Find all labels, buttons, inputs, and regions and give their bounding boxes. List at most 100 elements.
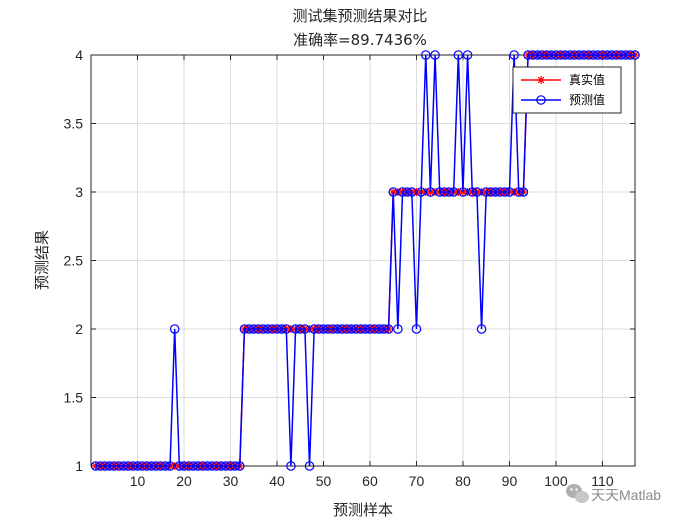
data-point [369, 324, 380, 334]
data-point [448, 187, 459, 197]
data-point [579, 50, 589, 60]
data-point [160, 461, 171, 471]
data-point [211, 461, 222, 471]
data-point [388, 187, 399, 197]
data-point [504, 187, 515, 197]
data-point [109, 461, 120, 471]
data-point [183, 461, 194, 471]
data-point [95, 461, 106, 471]
data-point [458, 187, 468, 197]
data-point [513, 187, 524, 197]
data-point [602, 50, 612, 60]
data-point [216, 461, 226, 471]
data-point [174, 461, 185, 471]
data-point [165, 461, 175, 471]
x-tick-label: 60 [362, 473, 378, 489]
data-point [616, 50, 626, 60]
data-point [509, 50, 519, 60]
data-point [151, 461, 161, 471]
data-point [430, 50, 440, 60]
y-tick-label: 4 [75, 47, 83, 63]
data-point [574, 50, 585, 60]
data-point [202, 461, 213, 471]
data-point [253, 324, 264, 334]
data-point [434, 187, 445, 197]
y-tick-label: 3.5 [64, 116, 84, 132]
data-point [267, 324, 278, 334]
data-point [346, 324, 357, 334]
data-point [495, 187, 505, 197]
data-point [355, 324, 366, 334]
x-tick-label: 10 [130, 473, 146, 489]
data-point [402, 187, 412, 197]
data-point [383, 324, 394, 334]
y-tick-label: 2.5 [64, 253, 84, 269]
data-point [472, 187, 482, 197]
data-point [262, 324, 273, 334]
data-point [197, 461, 208, 471]
data-point [439, 187, 450, 197]
data-point [541, 50, 552, 60]
data-point [486, 187, 496, 197]
chart-subtitle: 准确率=89.7436% [293, 31, 427, 49]
series-2 [90, 50, 640, 471]
data-point [593, 50, 603, 60]
data-point [537, 50, 547, 60]
data-point [230, 461, 240, 471]
data-point [407, 187, 417, 197]
y-axis: 1 1.5 2 2.5 3 3.5 4 [64, 47, 635, 474]
data-point [318, 324, 329, 334]
data-point [286, 461, 296, 471]
watermark: 天天Matlab [566, 484, 661, 503]
y-tick-label: 1 [75, 458, 83, 474]
data-point [141, 461, 152, 471]
data-point [555, 50, 566, 60]
legend-item[interactable]: 预测值 [521, 92, 605, 107]
y-tick-label: 3 [75, 184, 83, 200]
wechat-icon [566, 484, 589, 503]
data-point [490, 187, 501, 197]
data-point [118, 461, 129, 471]
data-point [295, 324, 306, 334]
data-point [523, 50, 533, 60]
x-tick-label: 80 [455, 473, 471, 489]
data-point [155, 461, 166, 471]
y-axis-label: 预测结果 [33, 230, 51, 290]
data-point [393, 324, 403, 334]
data-point [276, 324, 287, 334]
data-point [481, 187, 492, 197]
data-point [272, 324, 282, 334]
data-point [527, 50, 538, 60]
data-point [114, 461, 124, 471]
data-point [207, 461, 217, 471]
data-point [100, 461, 110, 471]
data-point [397, 187, 408, 197]
data-point [420, 50, 431, 60]
data-point [597, 50, 608, 60]
data-point [169, 324, 180, 334]
chart-title: 测试集预测结果对比 [292, 7, 427, 25]
legend-marker [537, 76, 545, 84]
data-point [132, 461, 143, 471]
data-point [221, 461, 231, 471]
data-point [193, 461, 203, 471]
data-point [123, 461, 133, 471]
data-point [630, 50, 640, 60]
data-point [128, 461, 138, 471]
data-point [281, 324, 292, 334]
x-tick-label: 90 [502, 473, 518, 489]
data-point [518, 187, 529, 197]
x-tick-label: 110 [591, 473, 614, 489]
data-point [244, 324, 254, 334]
data-point [625, 50, 636, 60]
data-point [565, 50, 575, 60]
data-point [258, 324, 268, 334]
legend-item[interactable]: 真实值 [521, 72, 605, 87]
data-point [337, 324, 347, 334]
data-point [146, 461, 157, 471]
data-point [500, 187, 510, 197]
data-point [453, 50, 464, 60]
data-point [137, 461, 147, 471]
data-point [332, 324, 343, 334]
